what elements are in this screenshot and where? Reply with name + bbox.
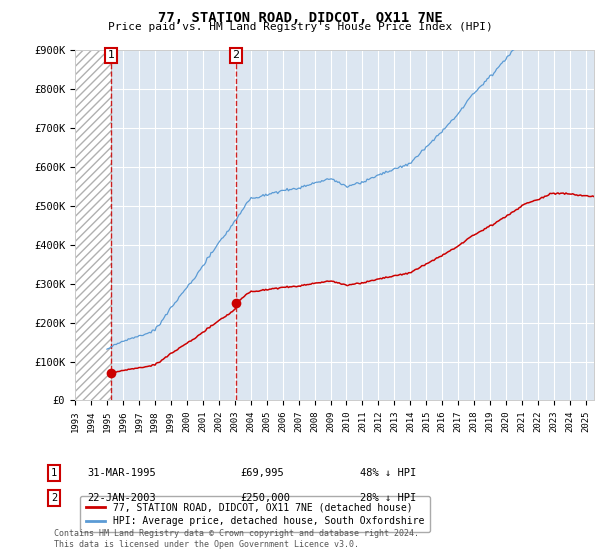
Legend: 77, STATION ROAD, DIDCOT, OX11 7NE (detached house), HPI: Average price, detache: 77, STATION ROAD, DIDCOT, OX11 7NE (deta… bbox=[80, 497, 430, 532]
Text: Price paid vs. HM Land Registry's House Price Index (HPI): Price paid vs. HM Land Registry's House … bbox=[107, 22, 493, 32]
Text: £250,000: £250,000 bbox=[240, 493, 290, 503]
Text: 28% ↓ HPI: 28% ↓ HPI bbox=[360, 493, 416, 503]
Text: Contains HM Land Registry data © Crown copyright and database right 2024.
This d: Contains HM Land Registry data © Crown c… bbox=[54, 529, 419, 549]
Bar bbox=[75, 50, 111, 400]
Text: 22-JAN-2003: 22-JAN-2003 bbox=[87, 493, 156, 503]
Text: 2: 2 bbox=[232, 50, 239, 60]
Text: 31-MAR-1995: 31-MAR-1995 bbox=[87, 468, 156, 478]
Text: £69,995: £69,995 bbox=[240, 468, 284, 478]
Text: 48% ↓ HPI: 48% ↓ HPI bbox=[360, 468, 416, 478]
Text: 1: 1 bbox=[107, 50, 115, 60]
Text: 77, STATION ROAD, DIDCOT, OX11 7NE: 77, STATION ROAD, DIDCOT, OX11 7NE bbox=[158, 11, 442, 25]
Text: 2: 2 bbox=[51, 493, 57, 503]
Text: 1: 1 bbox=[51, 468, 57, 478]
